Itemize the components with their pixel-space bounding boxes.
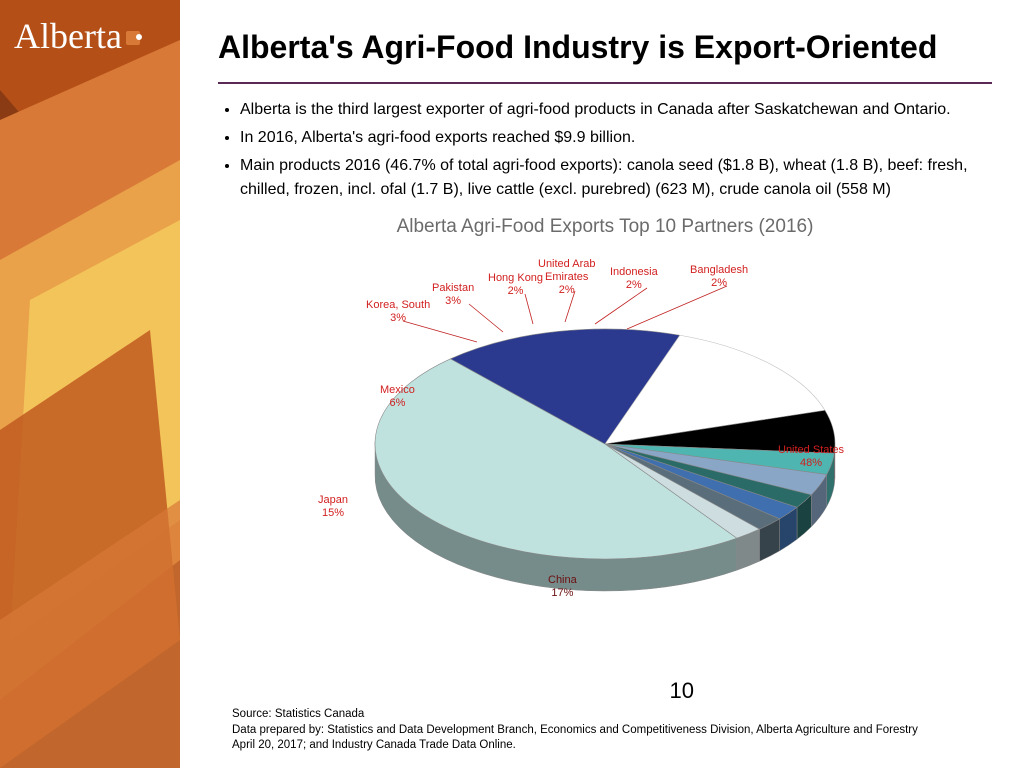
pie-slice-label: Pakistan3%: [432, 282, 474, 307]
footer-date: April 20, 2017; and Industry Canada Trad…: [232, 738, 992, 754]
pie-slice-label: Korea, South3%: [366, 299, 430, 324]
pie-slice-label: Hong Kong2%: [488, 272, 543, 297]
sidebar-art: [0, 0, 180, 768]
footer-source: Source: Statistics Canada: [232, 707, 992, 723]
brand-sidebar: Alberta: [0, 0, 180, 768]
pie-slice-label: Indonesia2%: [610, 266, 658, 291]
logo-text: Alberta: [14, 16, 122, 56]
page-number: 10: [670, 678, 694, 704]
title-rule: [218, 82, 992, 84]
bullet-item: In 2016, Alberta's agri-food exports rea…: [240, 126, 992, 150]
chart-title: Alberta Agri-Food Exports Top 10 Partner…: [218, 216, 992, 238]
footer-prep: Data prepared by: Statistics and Data De…: [232, 723, 992, 739]
pie-chart: United States48% China17% Japan15% Mexico6%…: [218, 244, 992, 664]
slide-content: Alberta's Agri-Food Industry is Export-O…: [180, 0, 1024, 768]
bullet-item: Main products 2016 (46.7% of total agri-…: [240, 154, 992, 202]
bullet-list: Alberta is the third largest exporter of…: [218, 98, 992, 206]
pie-slice-label: United States48%: [778, 444, 844, 469]
pie-slice-label: Japan15%: [318, 494, 348, 519]
bullet-item: Alberta is the third largest exporter of…: [240, 98, 992, 122]
pie-slice-label: China17%: [548, 574, 577, 599]
chart-area: Alberta Agri-Food Exports Top 10 Partner…: [218, 216, 992, 707]
pie-slice-label: Mexico6%: [380, 384, 415, 409]
pie-slice-label: United ArabEmirates2%: [538, 258, 595, 296]
footer-credits: Source: Statistics Canada Data prepared …: [218, 707, 992, 754]
logo-dot-icon: [126, 31, 140, 45]
slide-title: Alberta's Agri-Food Industry is Export-O…: [218, 28, 992, 66]
pie-slice-label: Bangladesh2%: [690, 264, 748, 289]
alberta-logo: Alberta: [14, 18, 140, 54]
